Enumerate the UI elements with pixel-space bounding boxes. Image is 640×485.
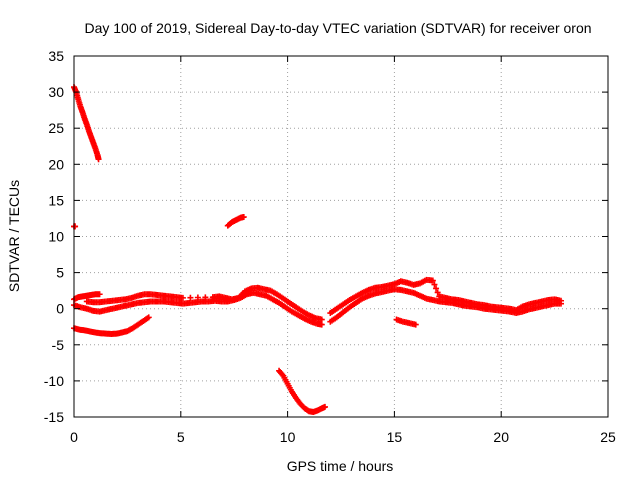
data-point <box>145 314 152 321</box>
y-axis-label: SDTVAR / TECUs <box>6 180 22 292</box>
y-tick-label: 30 <box>48 84 64 100</box>
series-seg-drop <box>276 367 328 415</box>
x-tick-label: 10 <box>280 429 296 445</box>
data-point <box>96 291 103 298</box>
data-point <box>318 316 325 323</box>
series-seg-high-start <box>71 84 102 163</box>
data-point <box>558 297 565 304</box>
data-point <box>72 223 79 230</box>
y-tick-label: -15 <box>44 409 64 425</box>
axis-ticks: 0 5 10 15 20 25 -15 -10 -5 0 5 10 15 20 25 30 35 <box>44 48 616 445</box>
data-point <box>179 294 186 301</box>
data-point <box>434 289 441 296</box>
chart-title: Day 100 of 2019, Sidereal Day-to-day VTE… <box>84 20 591 36</box>
y-tick-label: 20 <box>48 156 64 172</box>
series-seg-mid <box>224 214 247 229</box>
y-tick-label: -10 <box>44 373 64 389</box>
data-point <box>433 285 440 292</box>
series-seg-main-high <box>83 284 325 323</box>
data-point <box>429 277 436 284</box>
data-point <box>431 281 438 288</box>
data-point <box>318 321 325 328</box>
y-tick-label: 35 <box>48 48 64 64</box>
data-point <box>187 294 194 301</box>
x-tick-label: 0 <box>70 429 78 445</box>
data-point <box>202 294 209 301</box>
grid-lines <box>74 56 608 417</box>
data-points <box>71 84 565 415</box>
series-seg-small-dip <box>393 316 419 328</box>
y-tick-label: -5 <box>52 337 65 353</box>
series-seg-negative-start <box>71 314 152 337</box>
data-point <box>240 214 247 221</box>
data-point <box>95 156 102 163</box>
x-axis-label: GPS time / hours <box>287 458 394 474</box>
y-tick-label: 5 <box>56 265 64 281</box>
y-tick-label: 15 <box>48 192 64 208</box>
y-tick-label: 0 <box>56 301 64 317</box>
x-tick-label: 15 <box>387 429 403 445</box>
y-tick-label: 25 <box>48 120 64 136</box>
series-seg-main-low <box>71 289 325 328</box>
x-tick-label: 20 <box>493 429 509 445</box>
series-seg-second-half-high <box>327 276 565 317</box>
y-tick-label: 10 <box>48 229 64 245</box>
data-point <box>412 321 419 328</box>
data-point <box>321 403 328 410</box>
x-tick-label: 5 <box>177 429 185 445</box>
series-seg-upper-early <box>71 291 103 303</box>
x-tick-label: 25 <box>600 429 616 445</box>
data-point <box>194 294 201 301</box>
